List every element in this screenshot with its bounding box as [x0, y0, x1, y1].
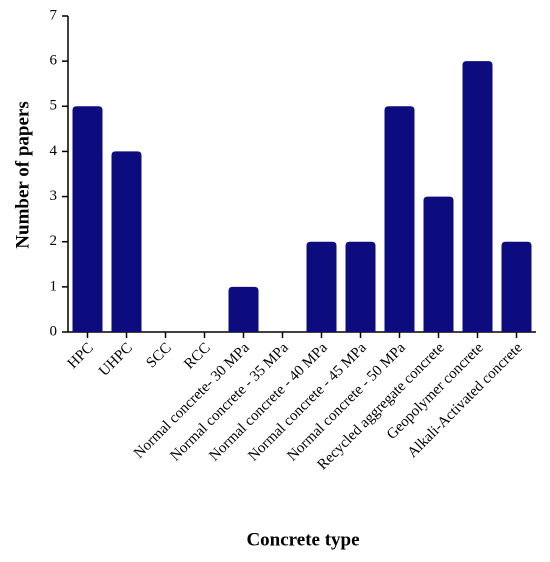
y-tick-label: 5: [50, 98, 58, 114]
x-tick-label: RCC: [181, 340, 214, 373]
y-tick-label: 7: [50, 7, 58, 23]
bar: [501, 241, 532, 332]
bar: [228, 286, 259, 332]
x-axis-label: Concrete type: [246, 529, 359, 550]
bar: [72, 106, 103, 333]
bar: [462, 61, 493, 333]
x-tick-label: HPC: [65, 340, 97, 372]
y-axis-label: Number of papers: [12, 101, 33, 248]
bar: [111, 151, 142, 332]
y-tick-label: 1: [50, 278, 58, 294]
y-tick-label: 4: [50, 143, 58, 159]
bar: [306, 241, 337, 332]
bar: [384, 106, 415, 333]
x-tick-label: UHPC: [96, 340, 136, 380]
bar: [423, 196, 454, 332]
y-tick-label: 0: [50, 323, 58, 339]
y-tick-label: 3: [50, 188, 58, 204]
x-tick-label: SCC: [143, 340, 174, 371]
y-tick-label: 6: [50, 53, 58, 69]
y-tick-label: 2: [50, 233, 58, 249]
bar: [345, 241, 376, 332]
